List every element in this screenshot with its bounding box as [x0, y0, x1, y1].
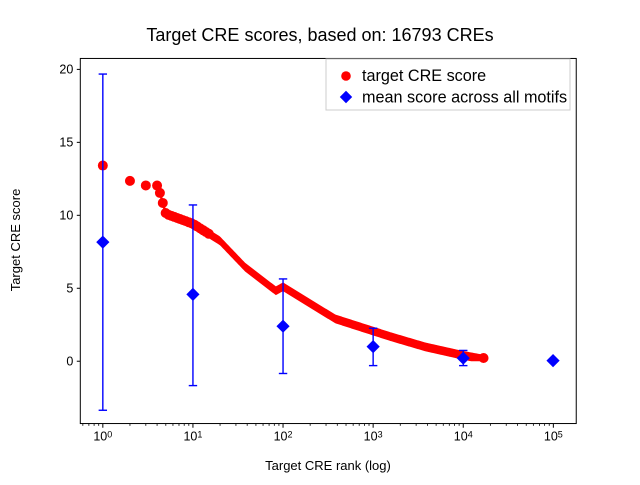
svg-text:Target CRE scores, based on: 1: Target CRE scores, based on: 16793 CREs	[146, 25, 493, 45]
svg-text:20: 20	[59, 63, 73, 77]
svg-text:15: 15	[59, 136, 73, 150]
svg-text:Target CRE rank (log): Target CRE rank (log)	[265, 458, 391, 473]
svg-text:0: 0	[66, 354, 73, 368]
svg-text:target CRE score: target CRE score	[362, 67, 486, 85]
svg-text:10: 10	[59, 209, 73, 223]
svg-text:5: 5	[66, 281, 73, 295]
svg-text:mean score across all motifs: mean score across all motifs	[362, 89, 567, 107]
svg-text:Target CRE score: Target CRE score	[8, 189, 23, 292]
